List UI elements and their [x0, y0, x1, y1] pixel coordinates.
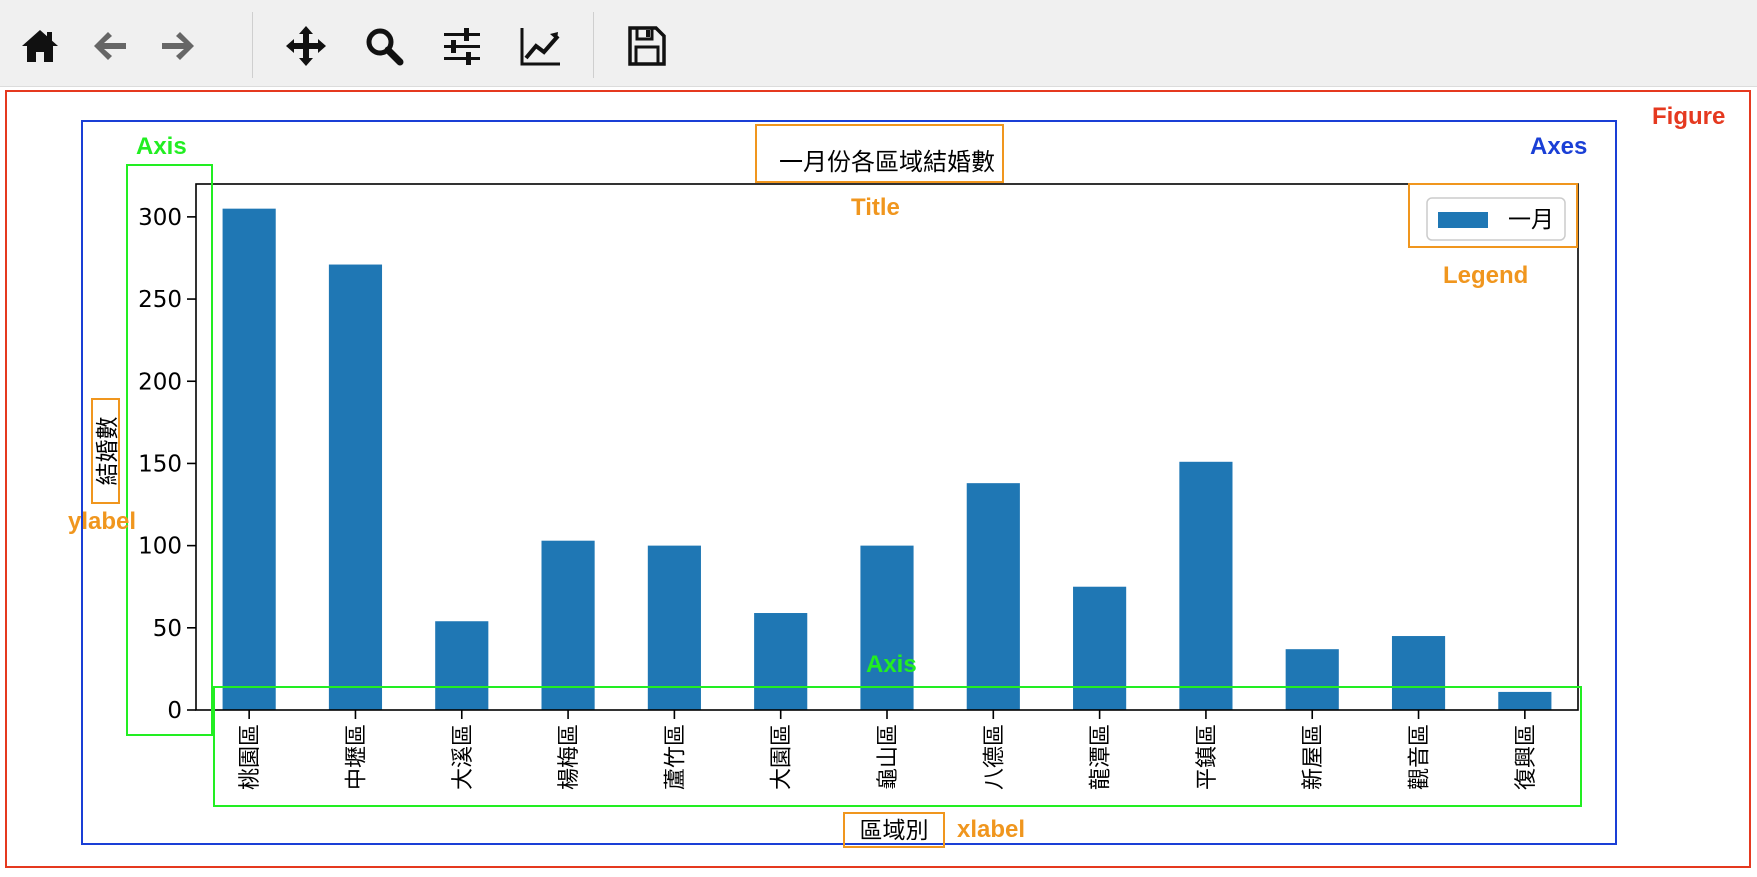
- bar: [1391, 636, 1446, 710]
- y-tick-label: 150: [138, 451, 182, 477]
- figure-toolbar: [0, 0, 1757, 87]
- x-tick-label: 觀音區: [1408, 724, 1433, 790]
- bar: [1498, 691, 1552, 710]
- forward-button[interactable]: [154, 22, 202, 70]
- magnifier-icon: [366, 28, 404, 66]
- y-axis-annotation: Axis: [136, 133, 187, 160]
- home-icon: [22, 30, 58, 62]
- y-tick-label: 250: [138, 287, 182, 313]
- xlabel-annotation: xlabel: [957, 816, 1026, 843]
- x-tick-label: 大園區: [770, 724, 795, 790]
- y-axis-outline: [126, 164, 213, 736]
- x-tick-label: 中壢區: [344, 724, 369, 790]
- figure-annotation: Figure: [1652, 103, 1726, 130]
- sliders-icon: [444, 28, 480, 65]
- xlabel-outline: [843, 812, 945, 848]
- arrow-left-icon: [94, 32, 126, 60]
- y-tick-label: 100: [138, 534, 182, 560]
- arrow-right-icon: [162, 32, 194, 60]
- x-axis-label: 區域別: [860, 818, 929, 844]
- edit-axes-button[interactable]: [516, 22, 564, 70]
- bar: [1179, 461, 1233, 710]
- toolbar-separator: [593, 12, 594, 78]
- bar: [1073, 586, 1127, 710]
- axes-outline: [81, 120, 1617, 845]
- x-tick-label: 八德區: [982, 724, 1007, 790]
- bar: [647, 545, 701, 710]
- y-tick-label: 0: [167, 698, 182, 724]
- x-axis-annotation: Axis: [866, 651, 917, 678]
- y-tick-label: 50: [153, 616, 182, 642]
- y-tick-label: 200: [138, 369, 182, 395]
- bar: [541, 540, 595, 710]
- title-annotation: Title: [851, 194, 900, 221]
- bar: [860, 545, 914, 710]
- figure-outline: [5, 90, 1751, 868]
- bar: [966, 483, 1020, 710]
- toolbar-separator: [252, 12, 253, 78]
- home-button[interactable]: [16, 22, 64, 70]
- x-tick-label: 大溪區: [451, 724, 476, 790]
- move-icon: [286, 26, 326, 66]
- x-tick-label: 楊梅區: [557, 724, 582, 790]
- x-tick-label: 桃園區: [238, 724, 263, 790]
- x-tick-label: 新屋區: [1301, 724, 1326, 790]
- back-button[interactable]: [86, 22, 134, 70]
- bar: [328, 264, 383, 710]
- zoom-button[interactable]: [360, 22, 408, 70]
- ylabel-annotation: ylabel: [68, 508, 137, 535]
- subplots-button[interactable]: [438, 22, 486, 70]
- floppy-icon: [628, 26, 666, 66]
- ylabel-outline: [91, 398, 120, 504]
- legend-label: 一月: [1508, 207, 1554, 233]
- y-tick-label: 300: [138, 205, 182, 231]
- legend-swatch: [1438, 212, 1488, 228]
- bar: [435, 621, 489, 710]
- save-button[interactable]: [622, 22, 670, 70]
- legend-annotation: Legend: [1443, 262, 1529, 289]
- pan-button[interactable]: [282, 22, 330, 70]
- title-outline: [755, 124, 1004, 183]
- bar: [222, 208, 276, 710]
- chart-title: 一月份各區域結婚數: [779, 148, 995, 176]
- line-chart-icon: [520, 28, 560, 66]
- legend-box: [1426, 197, 1566, 241]
- x-tick-label: 龜山區: [876, 724, 901, 790]
- x-tick-label: 蘆竹區: [663, 724, 688, 790]
- axes-annotation: Axes: [1530, 133, 1588, 160]
- legend-outline: [1408, 183, 1578, 248]
- x-tick-label: 復興區: [1514, 724, 1539, 790]
- x-axis-outline: [213, 686, 1582, 807]
- bar: [1285, 649, 1339, 710]
- x-tick-label: 龍潭區: [1089, 724, 1114, 790]
- x-tick-label: 平鎮區: [1195, 724, 1220, 790]
- y-axis-label: 結婚數: [95, 417, 121, 486]
- bar: [754, 613, 808, 710]
